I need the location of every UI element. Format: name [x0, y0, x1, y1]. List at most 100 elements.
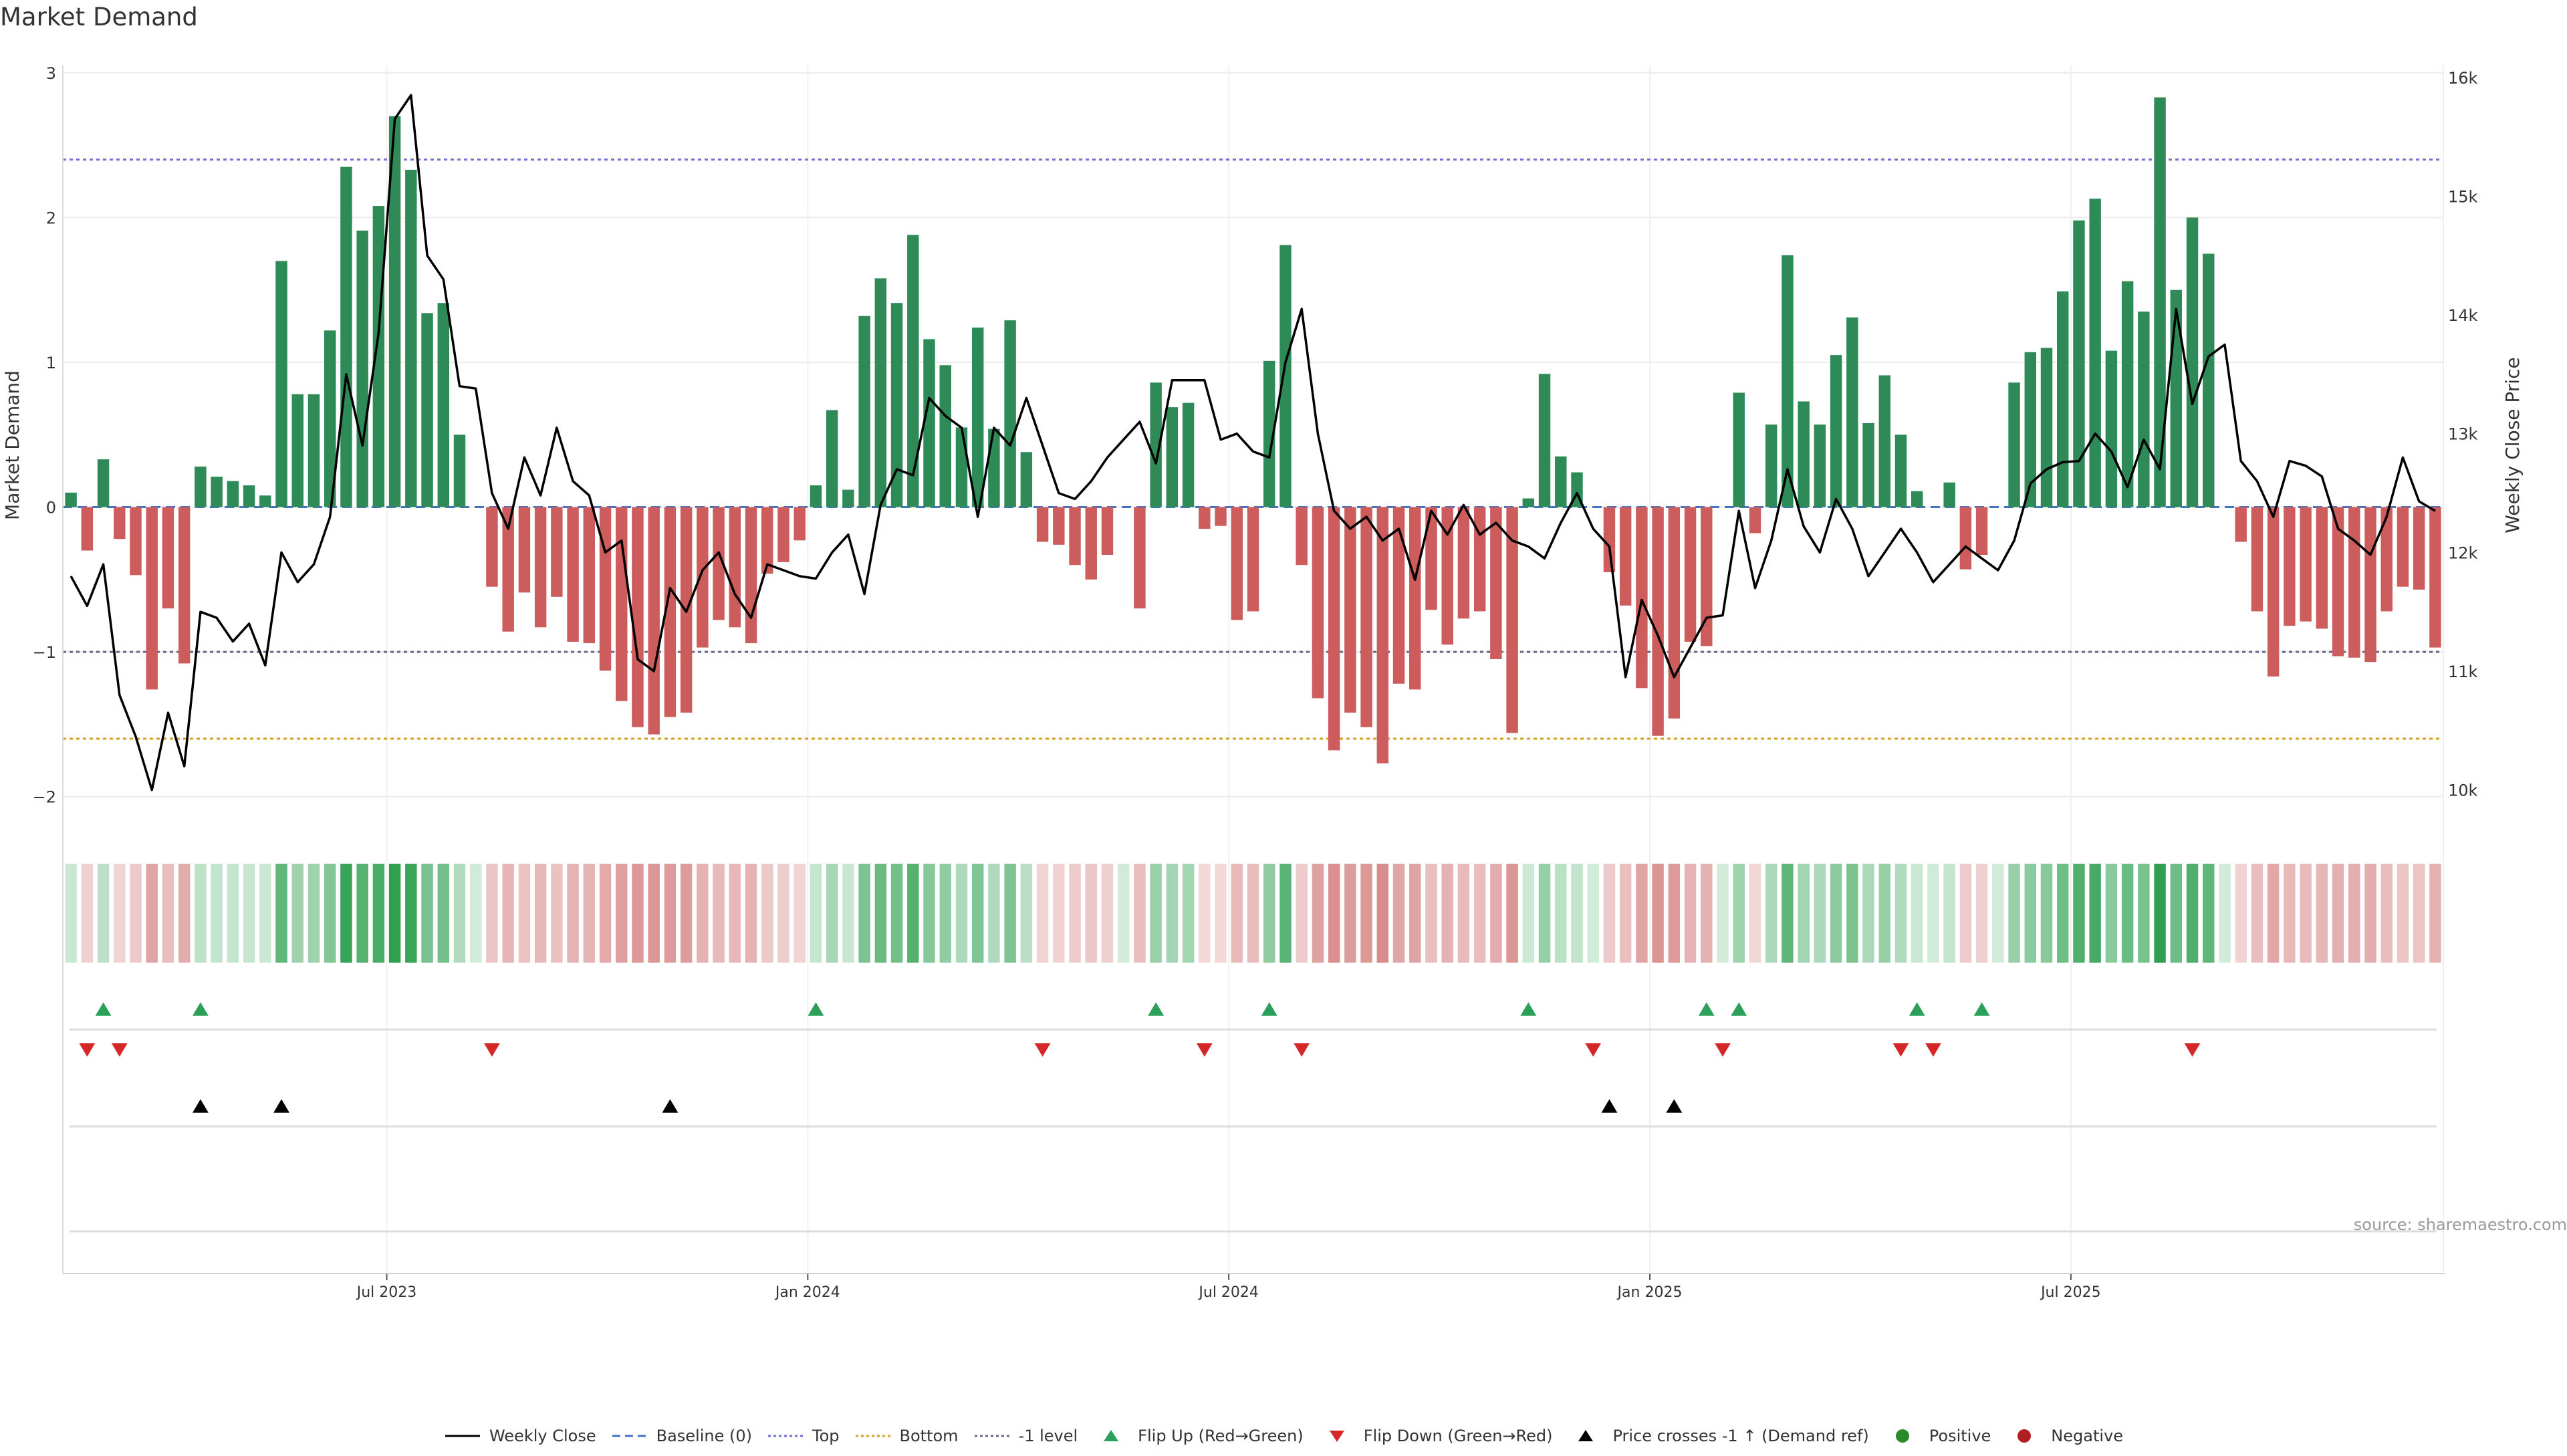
- heat-cell: [1004, 864, 1016, 963]
- demand-bar: [1344, 507, 1356, 713]
- flip-down-marker: [79, 1043, 96, 1057]
- heat-cell: [388, 864, 401, 963]
- flip-down-marker: [1196, 1043, 1213, 1057]
- y2-tick-label: 16k: [2448, 69, 2478, 88]
- heat-cell: [2429, 864, 2441, 963]
- heat-cell: [1069, 864, 1081, 963]
- demand-bar: [227, 481, 239, 507]
- price-cross-marker: [192, 1099, 209, 1113]
- heat-cell: [971, 864, 984, 963]
- demand-bar: [583, 507, 596, 644]
- heat-cell: [1701, 864, 1713, 963]
- flip-down-marker: [2184, 1043, 2201, 1057]
- demand-bar: [567, 507, 579, 642]
- heat-cell: [1392, 864, 1405, 963]
- heat-cell: [324, 864, 336, 963]
- legend-label: Baseline (0): [656, 1427, 752, 1445]
- demand-bar: [810, 485, 822, 507]
- demand-bar: [1441, 507, 1453, 645]
- demand-bar: [2332, 507, 2344, 656]
- legend-swatch-icon: [855, 1435, 890, 1437]
- demand-bar: [1296, 507, 1308, 566]
- x-tick-label: Jan 2025: [1616, 1284, 1683, 1301]
- demand-bar: [308, 394, 320, 507]
- legend: Weekly Close Baseline (0) Top Bottom -1 leve…: [0, 1416, 2567, 1456]
- demand-bar: [2138, 312, 2150, 507]
- heat-cell: [1555, 864, 1567, 963]
- heat-cell: [680, 864, 693, 963]
- heat-cell: [697, 864, 709, 963]
- legend-item: Negative: [2005, 1427, 2123, 1445]
- demand-bar: [2251, 507, 2264, 612]
- demand-bar: [2154, 97, 2166, 507]
- legend-item: Baseline (0): [611, 1427, 752, 1445]
- grid-lines: [63, 66, 2443, 1273]
- demand-bar: [890, 303, 903, 507]
- heat-cell: [2024, 864, 2036, 963]
- heat-cell: [599, 864, 612, 963]
- demand-bar: [502, 507, 514, 632]
- demand-bar: [534, 507, 547, 628]
- demand-bar: [2348, 507, 2360, 658]
- demand-bar: [2089, 199, 2101, 507]
- price-cross-marker: [1666, 1099, 1683, 1113]
- demand-bar: [486, 507, 498, 587]
- y2-tick-label: 13k: [2448, 425, 2478, 444]
- heat-cell: [1020, 864, 1033, 963]
- flip-down-marker: [1034, 1043, 1051, 1057]
- demand-bar: [2300, 507, 2312, 622]
- heat-cell: [923, 864, 935, 963]
- heat-cell: [1425, 864, 1437, 963]
- demand-bar: [1085, 507, 1097, 580]
- heat-cell: [1538, 864, 1551, 963]
- demand-bar: [858, 316, 870, 507]
- demand-bar: [356, 230, 368, 507]
- heat-cell: [2235, 864, 2247, 963]
- demand-bar: [842, 489, 854, 507]
- heat-cell: [502, 864, 514, 963]
- legend-swatch-icon: [2018, 1429, 2032, 1443]
- flip-up-marker: [95, 1002, 112, 1016]
- heat-cell: [1328, 864, 1340, 963]
- heat-cell: [340, 864, 352, 963]
- heat-cell: [761, 864, 773, 963]
- flip-up-marker: [1909, 1002, 1925, 1016]
- demand-bar: [1830, 355, 1842, 507]
- heat-cell: [1571, 864, 1583, 963]
- heat-cell: [777, 864, 789, 963]
- demand-bar: [453, 435, 466, 507]
- heat-cell: [1522, 864, 1535, 963]
- heat-cell: [97, 864, 110, 963]
- demand-bar: [81, 507, 94, 551]
- heat-cell: [2300, 864, 2312, 963]
- legend-label: -1 level: [1018, 1427, 1078, 1445]
- demand-bar: [1668, 507, 1681, 719]
- legend-swatch-icon: [1578, 1430, 1594, 1441]
- heat-cell: [114, 864, 126, 963]
- demand-bar: [971, 327, 984, 507]
- flip-up-marker: [1261, 1002, 1277, 1016]
- demand-bar: [1894, 435, 1907, 507]
- demand-bar: [1409, 507, 1421, 690]
- heat-cell: [1376, 864, 1389, 963]
- demand-bar: [114, 507, 126, 539]
- flip-up-marker: [1731, 1002, 1747, 1016]
- legend-swatch-icon: [445, 1435, 480, 1437]
- heat-cell: [874, 864, 887, 963]
- heat-cell: [1846, 864, 1858, 963]
- heat-cell: [2105, 864, 2118, 963]
- signal-markers: [79, 1002, 2201, 1113]
- legend-swatch-icon: [1104, 1430, 1119, 1441]
- legend-item: Price crosses -1 ↑ (Demand ref): [1567, 1427, 1869, 1445]
- flip-up-marker: [808, 1002, 824, 1016]
- reference-lines: [63, 158, 2443, 740]
- demand-bar: [2284, 507, 2296, 626]
- heat-cell: [81, 864, 94, 963]
- demand-bar: [648, 507, 660, 735]
- heat-cell: [988, 864, 1000, 963]
- heat-cell: [1830, 864, 1842, 963]
- demand-bar: [1798, 401, 1810, 507]
- demand-bar: [907, 235, 919, 507]
- heat-cell: [583, 864, 596, 963]
- demand-bar: [1701, 507, 1713, 646]
